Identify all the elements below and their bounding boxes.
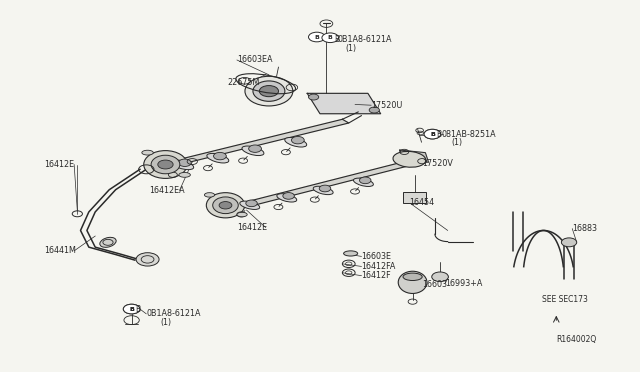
Text: 16603EA: 16603EA (237, 55, 273, 64)
Text: 22675M: 22675M (227, 78, 260, 87)
Polygon shape (307, 93, 381, 114)
Ellipse shape (207, 153, 229, 163)
Text: B: B (314, 35, 319, 39)
Ellipse shape (142, 150, 154, 155)
Ellipse shape (398, 271, 427, 294)
Ellipse shape (240, 201, 260, 209)
Text: 081AB-8251A: 081AB-8251A (442, 129, 496, 139)
Ellipse shape (242, 146, 264, 155)
Circle shape (424, 129, 441, 139)
Text: (1): (1) (346, 44, 356, 52)
Ellipse shape (353, 178, 373, 186)
Text: 16412E: 16412E (44, 160, 74, 169)
Text: B: B (328, 35, 333, 40)
Circle shape (124, 304, 140, 314)
Ellipse shape (172, 160, 194, 170)
Ellipse shape (403, 273, 422, 280)
Text: B: B (430, 132, 435, 137)
Polygon shape (400, 150, 429, 162)
Circle shape (291, 137, 304, 144)
Text: 16412E: 16412E (237, 223, 267, 232)
Polygon shape (154, 119, 349, 169)
Circle shape (124, 304, 140, 314)
Circle shape (219, 202, 232, 209)
Circle shape (136, 253, 159, 266)
Text: 16454: 16454 (410, 198, 435, 207)
Ellipse shape (237, 212, 247, 217)
Ellipse shape (212, 197, 238, 214)
Circle shape (369, 107, 380, 113)
Text: 17520V: 17520V (422, 159, 453, 168)
Text: 17520U: 17520U (371, 101, 403, 110)
Circle shape (214, 153, 227, 160)
Text: B: B (334, 35, 339, 44)
Text: 16883: 16883 (572, 224, 597, 233)
Circle shape (319, 185, 331, 192)
Ellipse shape (285, 138, 307, 147)
Ellipse shape (245, 76, 293, 106)
Ellipse shape (206, 193, 244, 218)
Text: R164002Q: R164002Q (556, 335, 596, 344)
Ellipse shape (179, 173, 190, 177)
Ellipse shape (313, 186, 333, 195)
Text: B: B (129, 307, 134, 311)
Text: B: B (430, 132, 435, 137)
Circle shape (179, 159, 191, 166)
Text: 16441M: 16441M (44, 246, 76, 255)
Circle shape (308, 32, 325, 42)
Ellipse shape (204, 193, 214, 197)
Bar (403, 192, 426, 203)
Circle shape (561, 238, 577, 247)
Circle shape (283, 193, 294, 199)
Text: 16412F: 16412F (362, 271, 391, 280)
Ellipse shape (393, 151, 426, 167)
Text: 0B1A8-6121A: 0B1A8-6121A (338, 35, 392, 44)
Text: B: B (136, 305, 141, 314)
Circle shape (424, 129, 441, 139)
Text: B: B (436, 129, 442, 139)
Text: 16412FA: 16412FA (362, 262, 396, 271)
Ellipse shape (144, 151, 187, 179)
Text: B: B (129, 307, 134, 311)
Text: 16412EA: 16412EA (149, 186, 184, 195)
Text: 16603: 16603 (422, 280, 447, 289)
Polygon shape (224, 162, 410, 211)
Circle shape (360, 177, 371, 184)
Circle shape (259, 86, 278, 97)
Ellipse shape (253, 81, 285, 101)
Ellipse shape (344, 251, 358, 256)
Circle shape (322, 33, 339, 42)
Ellipse shape (100, 237, 116, 247)
Ellipse shape (151, 155, 180, 174)
Circle shape (432, 272, 449, 282)
Circle shape (246, 200, 257, 206)
Text: (1): (1) (161, 318, 172, 327)
Circle shape (249, 145, 261, 153)
Ellipse shape (277, 194, 297, 202)
Text: (1): (1) (452, 138, 463, 147)
Circle shape (308, 94, 319, 100)
Text: 0B1A8-6121A: 0B1A8-6121A (147, 310, 201, 318)
Circle shape (158, 160, 173, 169)
Text: SEE SEC173: SEE SEC173 (542, 295, 588, 304)
Text: 16993+A: 16993+A (445, 279, 483, 288)
Text: 16603E: 16603E (362, 252, 392, 261)
